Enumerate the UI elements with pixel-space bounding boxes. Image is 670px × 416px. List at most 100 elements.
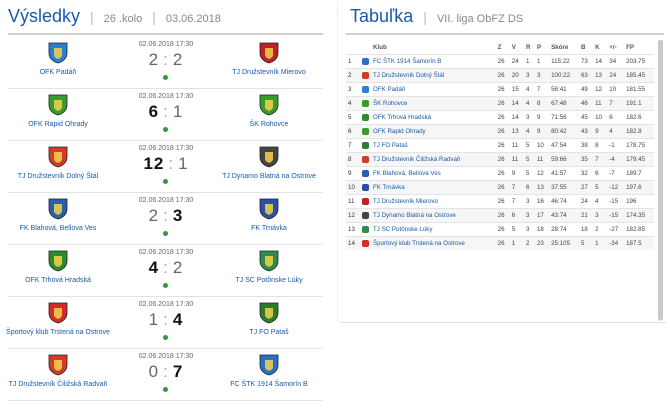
home-team-crest-icon — [48, 354, 68, 376]
stat-pm: -1 — [607, 138, 625, 153]
stat-fp: 182.6 — [624, 110, 654, 125]
match-score[interactable]: 0:7 — [126, 362, 206, 382]
away-team-name[interactable]: FC ŠTK 1914 Šamorín B — [230, 381, 308, 388]
home-goals: 2 — [148, 206, 160, 225]
standings-scroll-thumb[interactable] — [658, 40, 663, 320]
standings-row[interactable]: 3 OFK Padáň 26 15 4 7 56:41 49 12 10 181.55 — [346, 82, 654, 97]
match-row[interactable]: Športový klub Trstená na Ostrove 02.06.20… — [6, 300, 323, 349]
match-row[interactable]: OFK Padáň 02.06.2018 17:30 2:2 TJ Družstevn… — [8, 40, 323, 89]
away-team-crest-icon — [259, 94, 279, 116]
club-crest-icon — [362, 194, 371, 209]
home-team-crest-icon — [48, 42, 68, 64]
stat-k: 3 — [593, 208, 608, 223]
club-name[interactable]: TJ Družstevník Čiližská Radvaň — [371, 152, 496, 167]
stat-v: 6 — [509, 208, 524, 223]
stat-pm: -27 — [607, 222, 625, 237]
standings-row[interactable]: 4 ŠK Rohovce 26 14 4 8 67:48 46 11 7 191.1 — [346, 96, 654, 111]
match-score[interactable]: 6:1 — [126, 102, 206, 122]
score-separator: : — [163, 206, 169, 225]
club-name[interactable]: TJ Družstevník Dolný Štál — [371, 68, 496, 83]
stat-z: 26 — [495, 54, 510, 69]
stat-v: 14 — [509, 96, 524, 111]
standings-scrollbar[interactable] — [658, 40, 663, 321]
standings-row[interactable]: 9 FK Blahová, Bellova Ves 26 9 5 12 41:57 32 6 -7… — [346, 166, 654, 181]
home-team-name[interactable]: OFK Rapid Ohrady — [28, 121, 88, 128]
stat-p: 8 — [534, 96, 550, 111]
home-team-name[interactable]: TJ Družstevník Čiližská Radvaň — [8, 381, 108, 388]
stat-z: 26 — [495, 96, 510, 111]
home-team-name[interactable]: OFK Trhová Hradská — [25, 277, 91, 284]
club-name[interactable]: TJ FO Pataš — [371, 138, 496, 153]
stat-fp: 197.6 — [624, 180, 654, 195]
home-team-name[interactable]: TJ Družstevník Dolný Štál — [17, 173, 99, 180]
stat-b: 18 — [578, 222, 594, 237]
standings-row[interactable]: 7 TJ FO Pataš 26 11 5 10 47:54 38 8 -1 178.75 — [346, 138, 654, 153]
home-goals: 6 — [148, 102, 160, 121]
match-score[interactable]: 12:1 — [126, 154, 206, 174]
club-name[interactable]: FK Trnávka — [371, 180, 496, 195]
match-row[interactable]: TJ Družstevník Čiližská Radvaň 02.06.2018… — [8, 352, 323, 401]
club-name[interactable]: FC ŠTK 1914 Šamorín B — [371, 54, 496, 69]
stat-score: 71:56 — [549, 110, 579, 125]
away-team-name[interactable]: ŠK Rohovce — [249, 121, 289, 128]
match-score[interactable]: 1:4 — [126, 310, 206, 330]
stat-z: 26 — [495, 68, 510, 83]
club-name[interactable]: TJ SC Potônske Lúky — [371, 222, 496, 237]
stat-r: 5 — [523, 166, 535, 181]
away-team-name[interactable]: FK Trnávka — [251, 225, 287, 232]
standings-row[interactable]: 10 FK Trnávka 26 7 6 13 37:55 27 5 -12 197.6 — [346, 180, 654, 195]
club-name[interactable]: Športový klub Trstená na Ostrove — [371, 236, 496, 250]
stat-fp: 185.45 — [624, 68, 654, 83]
col-b: B — [580, 43, 586, 51]
match-score[interactable]: 2:2 — [126, 50, 206, 70]
standings-row[interactable]: 8 TJ Družstevník Čiližská Radvaň 26 11 5 11 59… — [346, 152, 654, 167]
club-name[interactable]: TJ Dynamo Blatná na Ostrove — [371, 208, 496, 223]
stat-v: 7 — [509, 180, 524, 195]
club-crest-icon — [362, 82, 371, 97]
match-row[interactable]: TJ Družstevník Dolný Štál 02.06.2018 17:3… — [8, 144, 323, 193]
match-row[interactable]: OFK Rapid Ohrady 02.06.2018 17:30 6:1 ŠK Ro… — [8, 92, 323, 141]
match-score[interactable]: 4:2 — [126, 258, 206, 278]
home-team-name[interactable]: FK Blahová, Bellova Ves — [19, 225, 97, 232]
standings-row[interactable]: 12 TJ Dynamo Blatná na Ostrove 26 6 3 17 43:74… — [346, 208, 654, 223]
away-team-name[interactable]: TJ FO Pataš — [249, 329, 289, 336]
match-score[interactable]: 2:3 — [126, 206, 206, 226]
match-row[interactable]: FK Blahová, Bellova Ves 02.06.2018 17:30 2… — [8, 196, 323, 245]
club-name[interactable]: OFK Rapid Ohrady — [371, 124, 496, 139]
score-separator: : — [168, 154, 175, 173]
standings-row[interactable]: 2 TJ Družstevník Dolný Štál 26 20 3 3 100:22 63… — [346, 68, 654, 83]
stat-p: 13 — [534, 180, 550, 195]
club-crest-icon — [362, 180, 371, 195]
home-team-name[interactable]: Športový klub Trstená na Ostrove — [6, 329, 110, 336]
standings-row[interactable]: 14 Športový klub Trstená na Ostrove 26 1 2 23… — [346, 236, 654, 250]
home-team-name[interactable]: OFK Padáň — [39, 69, 77, 76]
match-row[interactable]: OFK Trhová Hradská 02.06.2018 17:30 4:2 TJ … — [8, 248, 323, 297]
match-finished-dot-icon — [163, 231, 168, 236]
away-team-name[interactable]: TJ Dynamo Blatná na Ostrove — [222, 173, 316, 180]
home-goals: 0 — [148, 362, 160, 381]
club-crest-icon — [362, 208, 371, 223]
club-name[interactable]: OFK Padáň — [371, 82, 496, 97]
stat-v: 5 — [509, 222, 524, 237]
stat-p: 9 — [534, 110, 550, 125]
stat-k: 5 — [593, 180, 608, 195]
match-finished-dot-icon — [163, 75, 168, 80]
stat-r: 4 — [523, 96, 535, 111]
away-team-name[interactable]: TJ SC Potônske Lúky — [235, 277, 303, 284]
club-name[interactable]: OFK Trhová Hradská — [371, 110, 496, 125]
away-team-crest-icon — [259, 42, 279, 64]
club-name[interactable]: ŠK Rohovce — [371, 96, 496, 111]
standings-row[interactable]: 11 TJ Družstevník Mierovo 26 7 3 16 46:74 24 4 -1… — [346, 194, 654, 209]
standings-row[interactable]: 13 TJ SC Potônske Lúky 26 5 3 18 28:74 18 2 -27 18… — [346, 222, 654, 237]
standings-row[interactable]: 1 FC ŠTK 1914 Šamorín B 26 24 1 1 115:22 73 14 34… — [346, 54, 654, 69]
standing-position: 1 — [346, 54, 362, 69]
away-goals: 2 — [172, 258, 184, 277]
home-goals: 1 — [148, 310, 160, 329]
club-name[interactable]: TJ Družstevník Mierovo — [371, 194, 496, 209]
away-team-name[interactable]: TJ Družstevník Mierovo — [232, 69, 306, 76]
club-name[interactable]: FK Blahová, Bellova Ves — [371, 166, 496, 181]
club-crest-icon — [362, 96, 371, 111]
standings-row[interactable]: 5 OFK Trhová Hradská 26 14 3 9 71:56 45 10 6 182.6 — [346, 110, 654, 125]
standings-row[interactable]: 6 OFK Rapid Ohrady 26 13 4 9 80:42 43 9 4 182.8 — [346, 124, 654, 139]
standings-header: Tabuľka | VII. liga ObFZ DS — [350, 6, 523, 27]
